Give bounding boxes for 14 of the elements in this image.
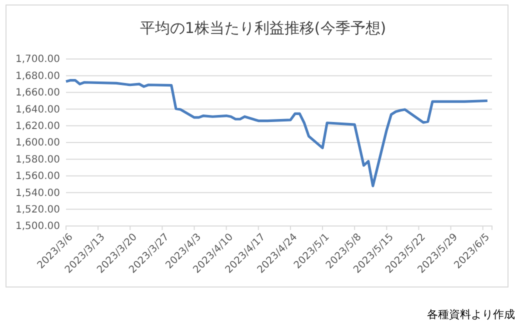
y-tick-label: 1,540.00 — [15, 188, 60, 199]
y-tick-label: 1,620.00 — [15, 121, 60, 132]
y-tick-label: 1,560.00 — [15, 171, 60, 182]
y-tick-label: 1,640.00 — [15, 104, 60, 116]
y-tick-label: 1,660.00 — [15, 88, 60, 99]
y-tick-label: 1,580.00 — [15, 154, 60, 166]
y-tick-label: 1,700.00 — [15, 54, 60, 66]
line-series — [64, 78, 489, 188]
chart-title: 平均の1株当たり利益推移(今季予想) — [140, 19, 386, 37]
text: 各種資料より作成 — [427, 308, 515, 321]
y-tick-label: 1,500.00 — [15, 221, 60, 232]
y-tick-label: 1,600.00 — [15, 138, 60, 149]
y-tick-label: 1,520.00 — [15, 204, 60, 216]
y-tick-label: 1,680.00 — [15, 70, 60, 82]
